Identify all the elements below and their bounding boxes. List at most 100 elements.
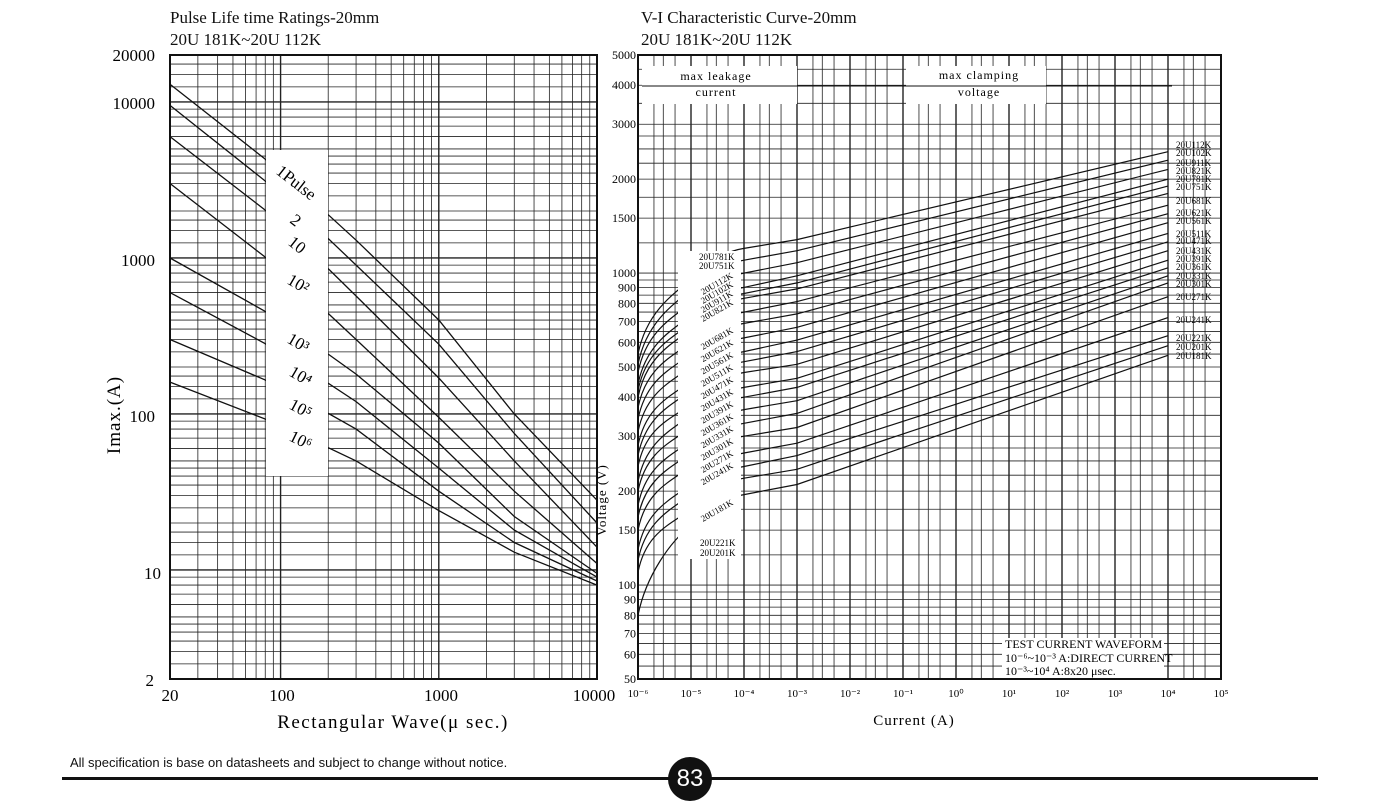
left-model-label-box xyxy=(678,251,741,559)
left-chart-subtitle: 20U 181K~20U 112K xyxy=(170,30,322,49)
right-x-tick-label: 10⁻⁴ xyxy=(734,688,755,700)
right-y-tick-label: 60 xyxy=(624,647,636,661)
right-y-tick-label: 1000 xyxy=(612,266,636,280)
right-x-tick-label: 10⁻⁵ xyxy=(681,688,702,700)
right-y-tick-label: 3000 xyxy=(612,117,636,131)
left-bottom-model-label: 20U201K xyxy=(700,548,736,558)
right-end-model-label: 20U621K xyxy=(1176,208,1212,218)
right-chart-frame xyxy=(637,54,1222,680)
right-end-model-label: 20U301K xyxy=(1176,279,1212,289)
right-end-model-label: 20U821K xyxy=(1176,166,1212,176)
right-end-model-label: 20U201K xyxy=(1176,342,1212,352)
right-end-model-label: 20U271K xyxy=(1176,292,1212,302)
left-x-tick-10000: 10000 xyxy=(573,686,616,705)
test-waveform-box xyxy=(1002,638,1164,678)
left-curve-line xyxy=(169,83,598,501)
right-y-tick-label: 50 xyxy=(624,672,636,686)
right-y-tick-label: 1500 xyxy=(612,211,636,225)
left-chart-curves xyxy=(169,83,598,586)
max-leakage-label: max leakage xyxy=(680,69,751,83)
left-bottom-model-label: 20U221K xyxy=(700,538,736,548)
left-curve-line xyxy=(169,136,598,548)
right-y-tick-label: 600 xyxy=(618,335,636,349)
left-x-tick-20: 20 xyxy=(162,686,179,705)
right-end-model-label: 20U331K xyxy=(1176,271,1212,281)
max-leakage-box xyxy=(642,66,797,104)
right-y-tick-label: 4000 xyxy=(612,78,636,92)
right-x-tick-label: 10⁻² xyxy=(840,688,861,700)
left-x-tick-1000: 1000 xyxy=(424,686,458,705)
right-end-model-label: 20U221K xyxy=(1176,333,1212,343)
right-end-model-label: 20U911K xyxy=(1176,158,1212,168)
right-end-model-label: 20U361K xyxy=(1176,262,1212,272)
right-model-labels: 20U112K20U102K20U911K20U821K20U781K20U75… xyxy=(1176,140,1212,361)
right-y-tick-label: 90 xyxy=(624,592,636,606)
right-end-model-label: 20U511K xyxy=(1176,229,1212,239)
left-curve-line xyxy=(169,338,598,582)
right-x-tick-label: 10⁻¹ xyxy=(893,688,913,700)
right-x-tick-label: 10⁰ xyxy=(948,688,964,700)
page-number: 83 xyxy=(668,757,712,801)
left-curve-label-box xyxy=(266,150,328,476)
right-end-model-label: 20U471K xyxy=(1176,236,1212,246)
max-clamping-label-2: voltage xyxy=(958,85,1000,99)
right-end-model-label: 20U241K xyxy=(1176,315,1212,325)
right-chart-title: V-I Characteristic Curve-20mm xyxy=(641,8,857,27)
max-leakage-label-2: current xyxy=(696,85,737,99)
right-x-tick-label: 10⁴ xyxy=(1161,688,1176,700)
left-y-tick-20000: 20000 xyxy=(113,46,156,65)
right-y-tick-label: 900 xyxy=(618,280,636,294)
left-y-tick-10000: 10000 xyxy=(113,94,156,113)
right-y-tick-label: 80 xyxy=(624,608,636,622)
right-end-model-label: 20U681K xyxy=(1176,196,1212,206)
right-y-tick-label: 200 xyxy=(618,484,636,498)
right-x-tick-label: 10⁻⁶ xyxy=(628,688,649,700)
right-x-axis-label: Current (A) xyxy=(873,713,954,729)
left-x-axis-label: Rectangular Wave(μ sec.) xyxy=(277,712,509,733)
right-end-model-label: 20U751K xyxy=(1176,182,1212,192)
right-y-tick-label: 70 xyxy=(624,626,636,640)
left-y-tick-10: 10 xyxy=(144,564,161,583)
right-chart-subtitle: 20U 181K~20U 112K xyxy=(641,30,793,49)
right-end-model-label: 20U391K xyxy=(1176,254,1212,264)
test-waveform-line-2: 10⁻³~10⁴ A:8x20 μsec. xyxy=(1005,664,1116,678)
right-y-tick-label: 800 xyxy=(618,296,636,310)
right-end-model-label: 20U112K xyxy=(1176,140,1212,150)
right-y-axis-label: Voltage (V) xyxy=(594,464,609,536)
test-waveform-line-1: 10⁻⁶~10⁻³ A:DIRECT CURRENT xyxy=(1005,651,1173,665)
left-curve-line xyxy=(169,381,598,586)
right-end-model-label: 20U561K xyxy=(1176,216,1212,226)
right-y-tick-label: 150 xyxy=(618,523,636,537)
left-y-tick-2: 2 xyxy=(146,671,155,690)
right-end-model-label: 20U431K xyxy=(1176,246,1212,256)
right-end-model-label: 20U781K xyxy=(1176,174,1212,184)
right-y-tick-label: 300 xyxy=(618,429,636,443)
footer-note: All specification is base on datasheets … xyxy=(70,755,508,770)
right-x-tick-label: 10¹ xyxy=(1002,688,1016,700)
left-curve-line xyxy=(169,104,598,524)
right-x-tick-label: 10⁵ xyxy=(1214,688,1229,700)
max-clamping-box xyxy=(906,66,1046,104)
left-top-model-label: 20U751K xyxy=(699,261,735,271)
right-y-tick-label: 5000 xyxy=(612,48,636,62)
right-y-tick-label: 500 xyxy=(618,360,636,374)
max-clamping-label: max clamping xyxy=(939,68,1019,82)
left-y-axis-label: Imax.(A) xyxy=(104,376,125,454)
left-curve-line xyxy=(169,292,598,578)
left-curve-line xyxy=(169,182,598,564)
left-y-tick-1000: 1000 xyxy=(121,251,155,270)
left-curve-line xyxy=(169,257,598,574)
test-waveform-title: TEST CURRENT WAVEFORM xyxy=(1005,637,1162,651)
right-end-model-label: 20U181K xyxy=(1176,351,1212,361)
right-y-tick-label: 2000 xyxy=(612,172,636,186)
left-x-tick-100: 100 xyxy=(269,686,295,705)
right-x-tick-label: 10³ xyxy=(1108,688,1123,700)
right-y-tick-label: 400 xyxy=(618,390,636,404)
left-y-tick-100: 100 xyxy=(130,407,156,426)
right-end-model-label: 20U102K xyxy=(1176,148,1212,158)
left-top-model-label: 20U781K xyxy=(699,252,735,262)
right-x-tick-label: 10² xyxy=(1055,688,1070,700)
right-y-tick-label: 100 xyxy=(618,578,636,592)
